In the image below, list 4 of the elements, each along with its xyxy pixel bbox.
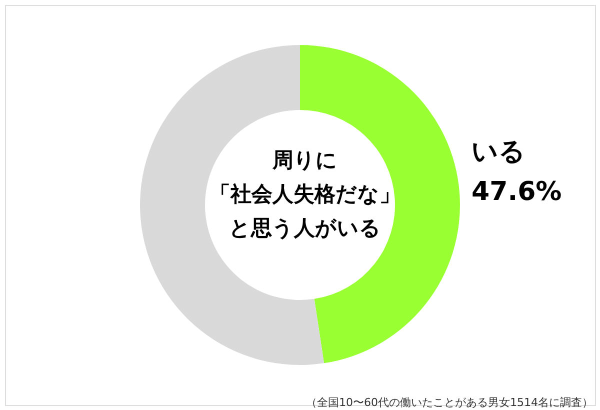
data-label: 47.6% <box>472 177 562 208</box>
text: （全国10〜60代の働いたことがある男女1514名に調査） <box>306 396 593 409</box>
slice-label: いる <box>472 137 526 168</box>
text: 周りに「社会人失格だな」と思う人がいる <box>210 148 400 240</box>
